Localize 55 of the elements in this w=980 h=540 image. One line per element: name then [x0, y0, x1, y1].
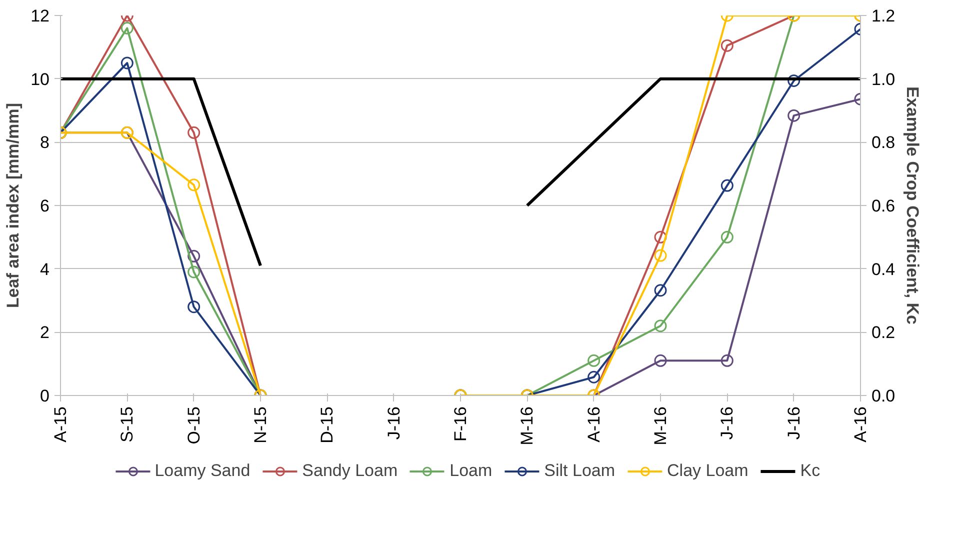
- y-axis-title: Leaf area index [mm/mm]: [4, 102, 23, 308]
- y-tick-label: 4: [40, 260, 50, 279]
- point: [588, 370, 600, 384]
- y2-tick-label: 0.8: [872, 133, 896, 152]
- x-tick-label: A-16: [851, 406, 870, 442]
- point: [654, 249, 667, 262]
- y-tick-label: 0: [40, 386, 50, 406]
- point: [120, 56, 134, 70]
- point: [788, 74, 800, 87]
- point: [588, 354, 600, 367]
- legend-label: Loam: [450, 460, 492, 480]
- y2-tick-label: 0.2: [872, 323, 896, 342]
- point: [654, 320, 667, 332]
- x-tick-label: M-16: [518, 406, 537, 446]
- legend-label: Silt Loam: [544, 460, 616, 480]
- y2-tick-label: 0.0: [872, 386, 896, 406]
- x-tick-label: D-15: [318, 406, 337, 444]
- legend-label: Clay Loam: [667, 460, 748, 480]
- y-tick-label: 10: [30, 70, 50, 89]
- y-tick-label: 6: [40, 196, 50, 216]
- legend-label: Kc: [800, 460, 820, 480]
- point: [188, 126, 200, 139]
- legend-label: Loamy Sand: [154, 460, 250, 480]
- y-tick-label: 12: [30, 6, 50, 26]
- y2-axis-title: Example Crop Coefficient, Kc: [903, 86, 922, 325]
- point: [654, 230, 667, 244]
- point: [120, 22, 134, 34]
- x-tick-label: J-16: [384, 406, 404, 440]
- y2-tick-label: 0.6: [872, 196, 896, 216]
- x-tick-label: J-16: [784, 406, 804, 440]
- point: [720, 354, 734, 367]
- point: [788, 109, 800, 122]
- legend-label: Sandy Loam: [302, 460, 398, 480]
- point: [654, 354, 667, 367]
- point: [654, 284, 667, 297]
- point: [188, 300, 200, 314]
- x-tick-label: F-16: [451, 406, 470, 442]
- x-tick-label: A-16: [584, 406, 604, 442]
- x-tick-label: M-16: [651, 406, 670, 446]
- y2-tick-label: 1.0: [872, 70, 896, 89]
- point: [720, 39, 734, 52]
- x-tick-label: O-15: [184, 406, 204, 444]
- point: [720, 179, 734, 192]
- y2-tick-label: 1.2: [872, 6, 896, 26]
- x-tick-label: J-16: [718, 406, 737, 440]
- y-tick-label: 8: [40, 133, 50, 152]
- x-tick-label: N-15: [251, 406, 270, 444]
- x-tick-label: A-15: [51, 406, 70, 442]
- point: [188, 250, 200, 262]
- point: [188, 266, 200, 278]
- point: [720, 230, 734, 244]
- point: [188, 178, 200, 192]
- y-tick-label: 2: [40, 323, 50, 342]
- y2-tick-label: 0.4: [872, 260, 896, 279]
- x-tick-label: S-15: [118, 406, 137, 442]
